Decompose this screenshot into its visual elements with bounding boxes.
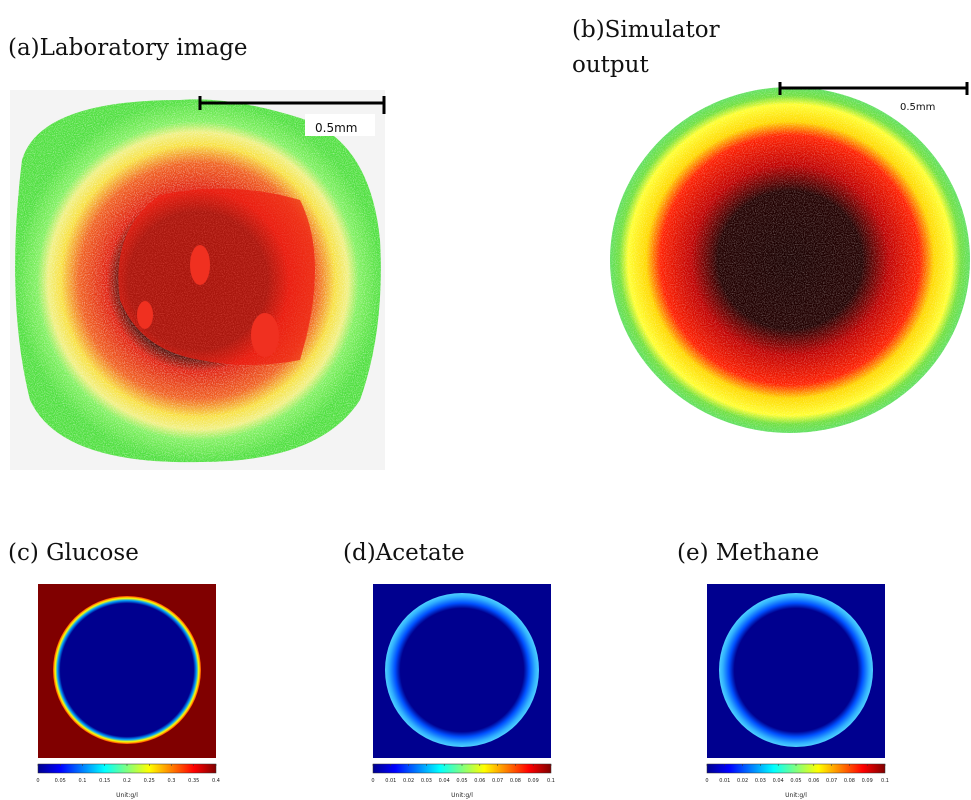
colorbar-tick-label: 0.1	[547, 778, 555, 784]
colorbar-tick-label: 0	[371, 778, 374, 784]
heatmap-disc	[53, 596, 201, 744]
colorbar-tick-label: 0.09	[862, 778, 873, 784]
colorbar-tick-label: 0.4	[212, 778, 220, 784]
colorbar-tick-label: 0.01	[719, 778, 730, 784]
colorbar-tick-label: 0.08	[844, 778, 855, 784]
red-spot	[137, 301, 153, 329]
red-spot	[190, 245, 210, 285]
colorbar-tick-label: 0.1	[881, 778, 889, 784]
colorbar-tick-label: 0.01	[385, 778, 396, 784]
panel-label: (b)Simulator	[572, 17, 720, 43]
colorbar-tick-label: 0.04	[773, 778, 784, 784]
colorbar-tick-label: 0.1	[79, 778, 87, 784]
unit-label: Unit:g/l	[451, 792, 473, 799]
colorbar-tick-label: 0.04	[439, 778, 450, 784]
colorbar-tick-label: 0.06	[474, 778, 485, 784]
colorbar-tick-label: 0.2	[123, 778, 131, 784]
colorbar-tick-label: 0.3	[168, 778, 176, 784]
colorbar-tick-label: 0.09	[528, 778, 539, 784]
colorbar-tick-label: 0.03	[421, 778, 432, 784]
unit-label: Unit:g/l	[785, 792, 807, 799]
colorbar-tick-label: 0.25	[144, 778, 155, 784]
panel-label: (a)Laboratory image	[8, 35, 248, 61]
colorbar-tick-label: 0.05	[456, 778, 467, 784]
colorbar-tick-label: 0.06	[808, 778, 819, 784]
scale-label-bg	[305, 114, 375, 136]
texture	[610, 87, 970, 433]
unit-label: Unit:g/l	[116, 792, 138, 799]
red-spot	[251, 313, 279, 357]
colorbar-tick-label: 0.02	[403, 778, 414, 784]
colorbar-tick-label: 0	[705, 778, 708, 784]
panel-label: (c) Glucose	[8, 540, 139, 566]
colorbar-tick-label: 0.07	[492, 778, 503, 784]
simulator-image: 0.5mm	[610, 82, 970, 433]
colorbar-tick-label: 0.08	[510, 778, 521, 784]
colorbar-tick-label: 0.35	[188, 778, 199, 784]
scale-label: 0.5mm	[900, 102, 935, 113]
heatmap-disc	[385, 593, 539, 747]
heatmap-disc	[719, 593, 873, 747]
colorbar-tick-label: 0.05	[790, 778, 801, 784]
colorbar-tick-label: 0.02	[737, 778, 748, 784]
colorbar-tick-label: 0.07	[826, 778, 837, 784]
colorbar-tick-label: 0	[36, 778, 39, 784]
panel-label: (e) Methane	[677, 540, 819, 566]
lab-image: 0.5mm	[10, 90, 386, 470]
colorbar-tick-label: 0.05	[55, 778, 66, 784]
colorbar-tick-label: 0.15	[99, 778, 110, 784]
scale-label: 0.5mm	[315, 121, 357, 135]
panel-label: output	[572, 52, 649, 78]
panel-label: (d)Acetate	[343, 540, 465, 566]
colorbar-tick-label: 0.03	[755, 778, 766, 784]
